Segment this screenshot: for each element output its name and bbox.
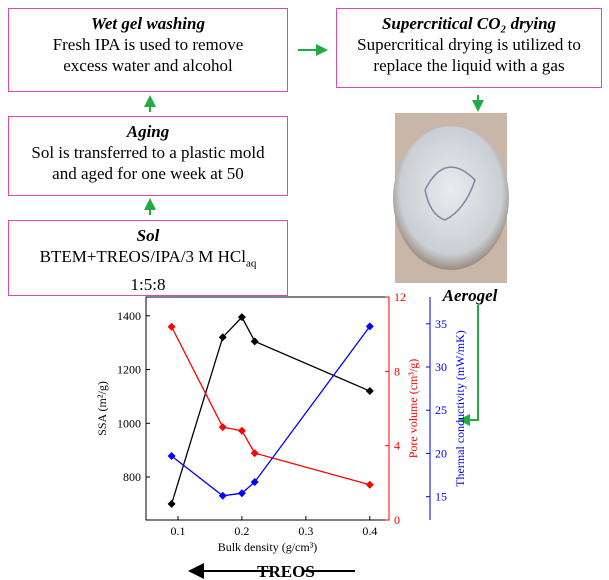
aerogel-photo [393,113,509,283]
series-line [172,326,370,495]
chart: 0.1 0.2 0.3 0.4 800 1000 1200 1400 0 4 8 12 15 20 25 30… [95,290,467,554]
data-point [366,387,374,395]
arrow-label: TREOS [257,562,315,580]
x-tick-label: 0.2 [234,524,249,538]
y3-tick-label: 15 [435,490,447,504]
y3-tick-label: 30 [435,360,447,374]
x-axis-label: Bulk density (g/cm³) [218,540,318,554]
data-point [168,500,176,508]
x-tick-label: 0.1 [170,524,185,538]
diagram: Aerogel TREOS 0.1 0.2 0.3 0.4 800 1000 1200 140… [0,0,609,580]
y-tick-label: 1200 [117,363,141,377]
data-point [168,323,176,331]
y3-tick-label: 25 [435,403,447,417]
data-point [251,449,259,457]
data-point [219,423,227,431]
y2-tick-label: 8 [394,364,400,378]
data-point [366,481,374,489]
y-tick-label: 800 [123,470,141,484]
page: Wet gel washing Fresh IPA is used to rem… [0,0,609,580]
data-point [238,427,246,435]
y2-axis-label: Pore volume (cm³/g) [406,359,420,459]
y3-axis-label: Thermal conductivity (mW/mK) [453,330,467,487]
y-axis-label: SSA (m²/g) [95,381,109,436]
y-tick-label: 1400 [117,309,141,323]
y2-tick-label: 0 [394,513,400,527]
y2-tick-label: 4 [394,439,400,453]
x-tick-label: 0.3 [298,524,313,538]
y3-tick-label: 35 [435,317,447,331]
y2-tick-label: 12 [394,290,406,304]
x-tick-label: 0.4 [362,524,377,538]
image-label: Aerogel [442,286,498,305]
y3-tick-label: 20 [435,446,447,460]
y-tick-label: 1000 [117,416,141,430]
plot-frame [146,297,389,520]
data-point [251,337,259,345]
